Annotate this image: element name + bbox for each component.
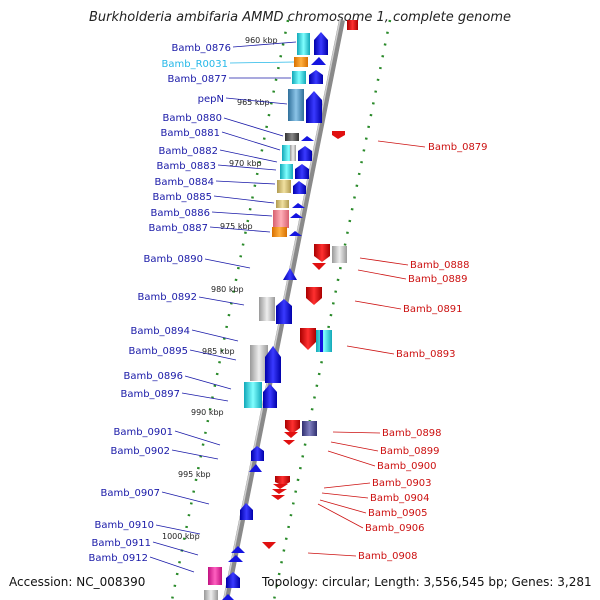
gene-label-bamb-0877[interactable]: Bamb_0877 [167,74,227,85]
inner-track [170,19,290,600]
gene-label-bamb-0885[interactable]: Bamb_0885 [152,192,212,203]
scale-label: 995 kbp [178,470,211,479]
gene-label-bamb-0904[interactable]: Bamb_0904 [370,493,430,504]
gene-label-bamb-0888[interactable]: Bamb_0888 [410,260,470,271]
gene-label-bamb-0890[interactable]: Bamb_0890 [143,254,203,265]
right-gene-labels: Bamb_0879 Bamb_0888 Bamb_0889 Bamb_0891 … [358,142,488,562]
gene-label-bamb-0911[interactable]: Bamb_0911 [91,538,151,549]
outer-track [272,19,392,600]
gene-label-bamb-0883[interactable]: Bamb_0883 [156,161,216,172]
map-title: Burkholderia ambifaria AMMD chromosome 1… [88,10,512,25]
gene-label-bamb-0895[interactable]: Bamb_0895 [128,346,188,357]
right-leader-lines [307,140,426,557]
scale-label: 975 kbp [220,222,253,231]
gene-label-bamb-0899[interactable]: Bamb_0899 [380,446,440,457]
gene-label-bamb-0898[interactable]: Bamb_0898 [382,428,442,439]
gene-label-bamb-0894[interactable]: Bamb_0894 [130,326,190,337]
left-leader-lines [149,41,297,573]
gene-label-bamb-0910[interactable]: Bamb_0910 [94,520,154,531]
gene-label-bamb-0901[interactable]: Bamb_0901 [113,427,173,438]
gene-label-bamb-0882[interactable]: Bamb_0882 [158,146,218,157]
gene-label-bamb-0891[interactable]: Bamb_0891 [403,304,463,315]
scale-label: 985 kbp [202,347,235,356]
gene-label-bamb-0889[interactable]: Bamb_0889 [408,274,468,285]
gene-label-bamb-0886[interactable]: Bamb_0886 [150,208,210,219]
gene-label-bamb-r0031[interactable]: Bamb_R0031 [162,59,228,70]
accession-text: Accession: NC_008390 [9,575,146,589]
gene-label-bamb-0876[interactable]: Bamb_0876 [171,43,231,54]
gene-label-bamb-0907[interactable]: Bamb_0907 [100,488,160,499]
gene-label-bamb-0903[interactable]: Bamb_0903 [372,478,432,489]
gene-label-bamb-0912[interactable]: Bamb_0912 [88,553,148,564]
gene-label-pepn[interactable]: pepN [198,94,224,105]
scale-label: 960 kbp [245,36,278,45]
gene-label-bamb-0887[interactable]: Bamb_0887 [148,223,208,234]
scale-labels: 960 kbp 965 kbp 970 kbp 975 kbp 980 kbp … [162,36,278,541]
gene-label-bamb-0906[interactable]: Bamb_0906 [365,523,425,534]
gene-label-bamb-0900[interactable]: Bamb_0900 [377,461,437,472]
gene-label-bamb-0884[interactable]: Bamb_0884 [154,177,214,188]
scale-label: 1000 kbp [162,532,200,541]
gene-label-bamb-0892[interactable]: Bamb_0892 [137,292,197,303]
gene-label-bamb-0905[interactable]: Bamb_0905 [368,508,428,519]
reverse-strand-genes [262,131,347,549]
topology-text: Topology: circular; Length: 3,556,545 bp… [262,575,592,589]
gene-label-bamb-0880[interactable]: Bamb_0880 [162,113,222,124]
gene-label-bamb-0897[interactable]: Bamb_0897 [120,389,180,400]
left-gene-labels: Bamb_0876 Bamb_R0031 Bamb_0877 pepN Bamb… [88,43,231,564]
scale-label: 970 kbp [229,159,262,168]
scale-label: 965 kbp [237,98,270,107]
gene-label-bamb-0896[interactable]: Bamb_0896 [123,371,183,382]
scale-label: 990 kbp [191,408,224,417]
forward-strand-genes [204,32,328,600]
gene-label-bamb-0902[interactable]: Bamb_0902 [110,446,170,457]
gene-label-bamb-0881[interactable]: Bamb_0881 [160,128,220,139]
gene-label-bamb-0908[interactable]: Bamb_0908 [358,551,418,562]
gene-label-bamb-0879[interactable]: Bamb_0879 [428,142,488,153]
gene-label-bamb-0893[interactable]: Bamb_0893 [396,349,456,360]
scale-label: 980 kbp [211,285,244,294]
